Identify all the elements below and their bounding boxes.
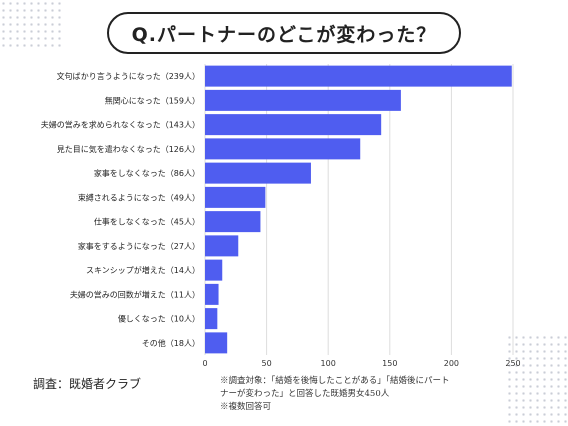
- category-label: 家事をするようになった（27人）: [78, 241, 200, 251]
- x-axis-ticks: 0 50 100 150 200 250: [202, 359, 520, 368]
- bar: [205, 235, 239, 257]
- survey-note-line: ナーが変わった」と回答した既婚男女450人: [220, 389, 390, 399]
- bar: [205, 65, 512, 87]
- x-tick-label: 100: [321, 359, 336, 368]
- category-label: 束縛されるようになった（49人）: [78, 192, 200, 202]
- x-tick-label: 50: [262, 359, 272, 368]
- category-labels: 文句ばかり言うようになった（239人） 無関心になった（159人） 夫婦の営みを求め…: [41, 71, 200, 348]
- bar: [205, 259, 223, 281]
- decor-dots-bottom-right: [506, 334, 568, 426]
- bar: [205, 162, 311, 184]
- x-tick-label: 200: [444, 359, 459, 368]
- category-label: 夫婦の営みを求められなくなった（143人）: [41, 120, 200, 130]
- bar: [205, 211, 261, 233]
- decor-dots-top-left: [0, 0, 64, 48]
- bar: [205, 114, 382, 136]
- x-tick-label: 250: [505, 359, 520, 368]
- x-tick-label: 0: [202, 359, 207, 368]
- bars: [205, 65, 512, 354]
- category-label: その他（18人）: [142, 338, 200, 348]
- chart-title: Q.パートナーのどこが変わった？: [107, 12, 461, 54]
- category-label: 優しくなった（10人）: [118, 314, 200, 324]
- bar: [205, 89, 401, 111]
- bar: [205, 283, 219, 305]
- survey-note-line: ※複数回答可: [220, 402, 272, 412]
- survey-note: ※調査対象：「結婚を後悔したことがある」「結婚後にパート ナーが変わった」と回答…: [220, 375, 460, 414]
- survey-source: 調査：既婚者クラブ: [33, 377, 142, 391]
- bar: [205, 308, 218, 330]
- category-label: 仕事をしなくなった（45人）: [94, 217, 200, 227]
- survey-note-line: ※調査対象：「結婚を後悔したことがある」「結婚後にパート: [220, 376, 450, 386]
- x-tick-label: 150: [382, 359, 397, 368]
- category-label: 無関心になった（159人）: [105, 95, 200, 105]
- bar: [205, 186, 266, 208]
- bar: [205, 332, 228, 354]
- category-label: 夫婦の営みの回数が増えた（11人）: [70, 289, 200, 299]
- category-label: 文句ばかり言うようになった（239人）: [57, 71, 200, 81]
- category-label: 家事をしなくなった（86人）: [94, 168, 200, 178]
- category-label: 見た目に気を遣わなくなった（126人）: [57, 144, 200, 154]
- category-label: スキンシップが増えた（14人）: [86, 265, 200, 275]
- grid-lines: [204, 64, 514, 355]
- bar: [205, 138, 361, 160]
